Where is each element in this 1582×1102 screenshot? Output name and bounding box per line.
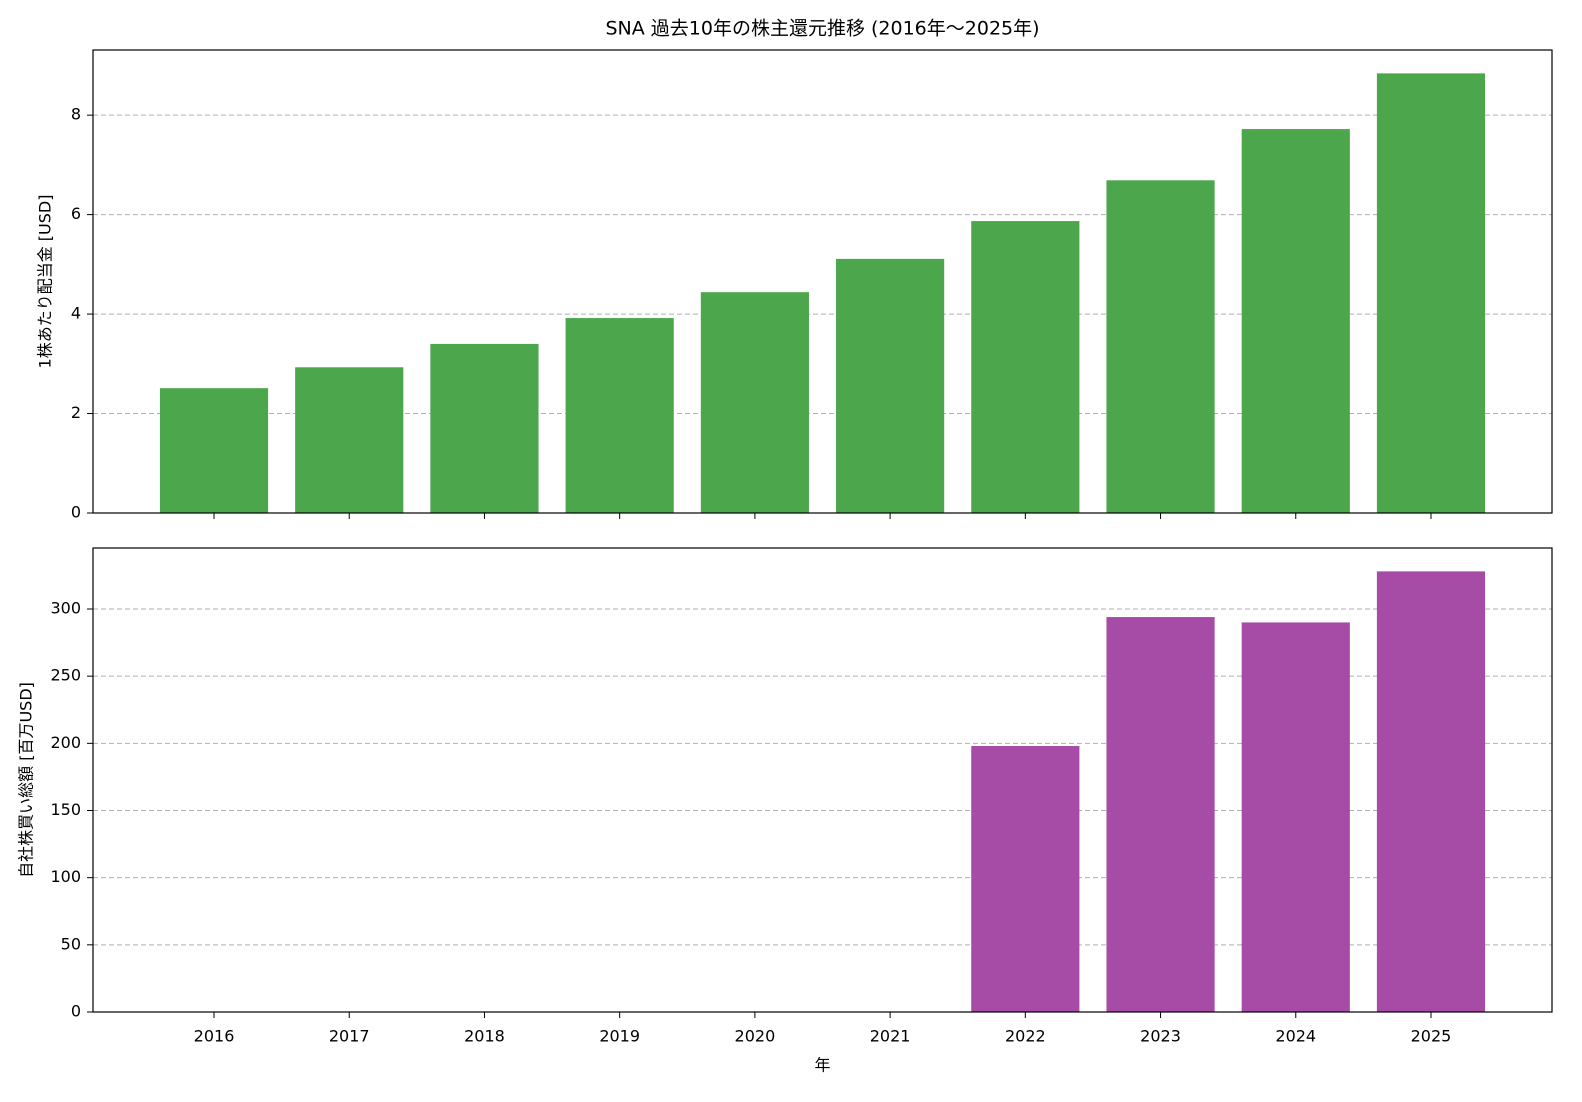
x-tick-label: 2019 xyxy=(599,1027,640,1046)
x-tick-label: 2017 xyxy=(329,1027,370,1046)
bar xyxy=(1376,571,1486,1012)
bar xyxy=(1376,73,1486,514)
bar xyxy=(159,388,269,513)
x-tick-label: 2022 xyxy=(1005,1027,1046,1046)
y-tick-label: 0 xyxy=(71,503,81,522)
x-tick-label: 2020 xyxy=(735,1027,776,1046)
y-tick-label: 4 xyxy=(71,304,81,323)
x-axis-label: 年 xyxy=(814,1056,830,1075)
bar xyxy=(836,258,945,513)
y-tick-label: 100 xyxy=(50,867,81,886)
axes-frame xyxy=(92,49,1553,514)
x-tick-label: 2016 xyxy=(194,1027,235,1046)
y-tick-label: 50 xyxy=(61,934,81,953)
chart-title: SNA 過去10年の株主還元推移 (2016年～2025年) xyxy=(605,18,1039,40)
x-tick-label: 2023 xyxy=(1140,1027,1181,1046)
y-axis-label: 自社株買い総額 [百万USD] xyxy=(17,682,36,878)
y-tick-label: 0 xyxy=(71,1002,81,1021)
y-tick-label: 300 xyxy=(50,598,81,617)
bar xyxy=(1241,622,1350,1012)
x-tick-label: 2018 xyxy=(464,1027,505,1046)
y-tick-label: 150 xyxy=(50,800,81,819)
y-tick-label: 2 xyxy=(71,403,81,422)
y-axis-label: 1株あたり配当金 [USD] xyxy=(36,195,55,369)
bar xyxy=(1106,180,1215,514)
axes-frame xyxy=(92,547,1553,1013)
bar xyxy=(295,367,404,513)
bar xyxy=(700,292,809,513)
y-tick-label: 250 xyxy=(50,666,81,685)
x-tick-label: 2025 xyxy=(1411,1027,1452,1046)
x-tick-label: 2021 xyxy=(870,1027,911,1046)
y-tick-label: 6 xyxy=(71,204,81,223)
bar xyxy=(430,343,539,513)
bar xyxy=(565,318,674,513)
bar xyxy=(971,221,1080,513)
bar xyxy=(1106,617,1215,1012)
y-tick-label: 200 xyxy=(50,733,81,752)
bar xyxy=(971,746,1080,1012)
y-tick-label: 8 xyxy=(71,105,81,124)
x-tick-label: 2024 xyxy=(1275,1027,1316,1046)
bar xyxy=(1241,129,1350,513)
